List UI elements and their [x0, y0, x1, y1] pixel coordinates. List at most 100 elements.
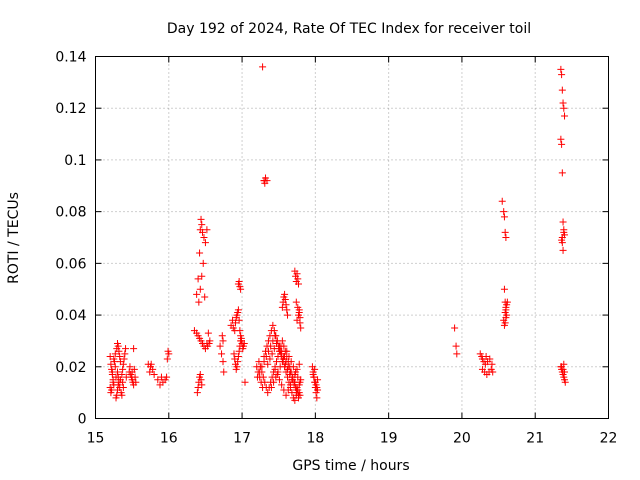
- x-tick-label: 20: [453, 431, 471, 447]
- data-point: [126, 363, 134, 371]
- data-point: [113, 391, 121, 399]
- y-tick-label: 0.1: [64, 153, 86, 169]
- data-point: [122, 345, 130, 353]
- series-4: [557, 65, 569, 386]
- x-tick-label: 18: [306, 431, 324, 447]
- data-point: [267, 342, 275, 350]
- data-point: [261, 378, 269, 386]
- data-point: [558, 71, 566, 79]
- data-point: [107, 389, 115, 397]
- data-point: [500, 208, 508, 216]
- data-point: [111, 363, 119, 371]
- data-point: [500, 285, 508, 293]
- data-point: [128, 368, 136, 376]
- x-tick-label: 19: [380, 431, 398, 447]
- data-point: [276, 363, 284, 371]
- x-tick-label: 16: [160, 431, 178, 447]
- data-point: [258, 363, 266, 371]
- data-point: [281, 296, 289, 304]
- data-point: [110, 355, 118, 363]
- x-tick-label: 17: [233, 431, 251, 447]
- data-point: [119, 365, 127, 373]
- data-point: [264, 389, 272, 397]
- data-point: [561, 112, 569, 120]
- data-point: [113, 386, 121, 394]
- data-point: [285, 352, 293, 360]
- data-point: [451, 324, 459, 332]
- data-point: [281, 290, 289, 298]
- data-point: [277, 350, 285, 358]
- data-point: [201, 239, 209, 247]
- data-point: [256, 368, 264, 376]
- data-point: [118, 371, 126, 379]
- data-point: [278, 303, 286, 311]
- data-point: [284, 386, 292, 394]
- data-point: [193, 290, 201, 298]
- data-point: [199, 259, 207, 267]
- y-tick-label: 0.06: [55, 256, 86, 272]
- data-point: [560, 104, 568, 112]
- data-point: [198, 272, 206, 280]
- data-point: [500, 213, 508, 221]
- data-point: [289, 376, 297, 384]
- data-point: [220, 368, 228, 376]
- y-tick-label: 0.12: [55, 101, 86, 117]
- data-point: [107, 360, 115, 368]
- data-point: [289, 363, 297, 371]
- data-point: [264, 347, 272, 355]
- data-point: [266, 355, 274, 363]
- data-point: [150, 371, 158, 379]
- data-point: [163, 373, 171, 381]
- data-point: [233, 363, 241, 371]
- data-point: [558, 169, 566, 177]
- data-point: [292, 298, 300, 306]
- data-point: [287, 358, 295, 366]
- data-point: [486, 355, 494, 363]
- data-point: [501, 319, 509, 327]
- data-point: [200, 234, 208, 241]
- data-point: [501, 228, 509, 236]
- data-point: [561, 368, 569, 376]
- data-point: [231, 319, 239, 327]
- data-point: [559, 99, 567, 107]
- data-point: [295, 306, 303, 314]
- data-point: [111, 350, 119, 358]
- x-tick-label: 22: [600, 431, 618, 447]
- data-point: [283, 347, 291, 355]
- data-point: [558, 234, 566, 241]
- data-point: [296, 378, 304, 386]
- data-point: [203, 226, 211, 234]
- data-point: [295, 311, 303, 319]
- data-point: [310, 373, 318, 381]
- data-point: [268, 350, 276, 358]
- plot-frame: [95, 56, 609, 419]
- data-point: [311, 378, 319, 386]
- data-point: [260, 177, 268, 185]
- data-point: [557, 65, 565, 73]
- data-point: [559, 218, 567, 226]
- x-tick-label: 21: [526, 431, 544, 447]
- data-point: [294, 275, 302, 283]
- axes: 15 16 17 18 19 20 21 22 0 0.02 0.04 0.06 0.08 0.1 0.12…: [55, 50, 617, 447]
- data-point: [196, 285, 204, 293]
- data-point: [270, 327, 278, 335]
- series-1: [190, 215, 249, 397]
- data-point: [237, 285, 245, 293]
- series-0: [106, 340, 173, 402]
- data-point: [164, 347, 172, 355]
- data-point: [194, 383, 202, 391]
- chart-title: Day 192 of 2024, Rate Of TEC Index for r…: [167, 21, 531, 37]
- data-point: [194, 275, 202, 283]
- data-point: [262, 352, 270, 360]
- data-point: [196, 249, 204, 257]
- data-point: [253, 373, 261, 381]
- data-point: [453, 350, 461, 358]
- x-axis-label: GPS time / hours: [292, 458, 409, 474]
- data-point: [193, 389, 201, 397]
- data-point: [313, 383, 321, 391]
- data-point: [313, 394, 321, 402]
- data-point: [115, 347, 123, 355]
- data-point: [197, 376, 205, 384]
- data-point: [236, 327, 244, 335]
- data-point: [235, 347, 243, 355]
